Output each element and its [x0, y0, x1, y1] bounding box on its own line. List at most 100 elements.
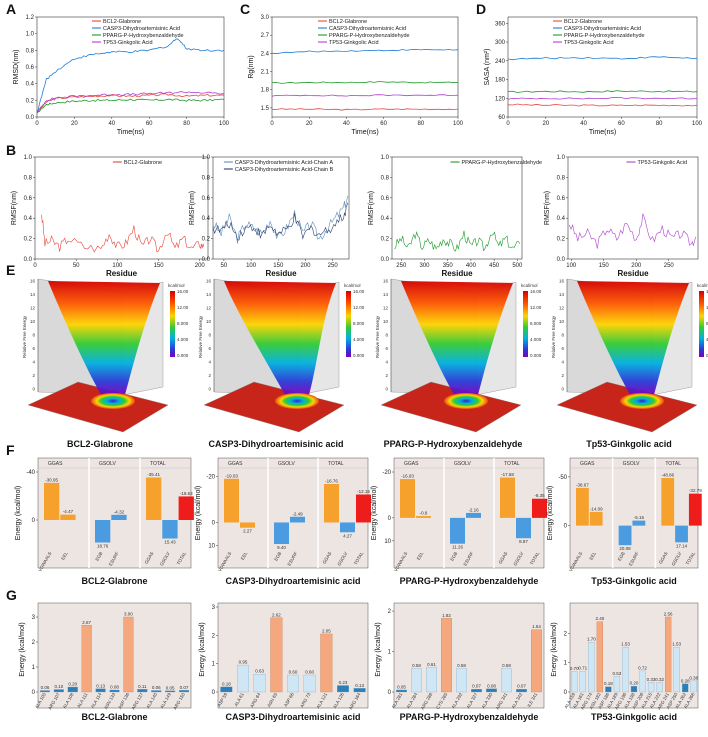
energy-bar-vdwaals — [44, 482, 60, 520]
plot-frame — [507, 16, 698, 118]
energy-bar-ggas — [500, 477, 515, 518]
x-tick-label: 150 — [273, 263, 284, 269]
y-tick-label: 0.8 — [202, 175, 211, 181]
x-tick-label: 60 — [146, 121, 153, 127]
energy-bar-gsolv — [340, 522, 355, 533]
z-tick-label: 16 — [383, 279, 389, 284]
legend-entry: CASP3-Dihydroartemisinic Acid-Chain A — [235, 160, 333, 166]
energy-bar-eel — [60, 514, 76, 520]
residue-value-label: 0.58 — [502, 663, 511, 668]
residue-bar — [656, 682, 663, 693]
plot-background — [393, 457, 545, 569]
rmsf-charts: 0 50 100 150 2000.00.20.40.60.81.0ResidueRMS… — [11, 155, 699, 278]
legend-entry: PPARG-P-Hydroxybenzaldehyde — [564, 33, 645, 39]
y-tick-label: 0.4 — [202, 216, 211, 222]
residue-value-label: 0.08 — [110, 685, 119, 690]
z-tick-label: 16 — [559, 279, 565, 284]
colorbar-tick: 12.00 — [353, 305, 365, 310]
z-tick-label: 8 — [385, 333, 388, 338]
y-tick-label: 1.8 — [261, 88, 270, 94]
colorbar-unit: kcal/mol — [521, 283, 538, 288]
plot-frame — [271, 16, 459, 118]
residue-bar — [579, 671, 586, 693]
y-tick-label: -20 — [382, 470, 391, 476]
group-label: GSOLV — [454, 461, 472, 467]
colorbar-tick: 0.000 — [706, 353, 708, 358]
residue-value-label: 0.06 — [152, 685, 161, 690]
rg-chart: 0 20 40 60 80 100 1.5 1.8 2.1 2.4 2.7 3.0 Time(ns) Rg… — [248, 15, 464, 136]
y-axis-label: RMSD(nm) — [13, 50, 20, 85]
plot-frame — [36, 16, 225, 118]
colorbar — [170, 291, 175, 357]
residue-value-label: 0.20 — [630, 681, 639, 686]
x-tick-label: 20 — [306, 121, 313, 127]
residue-value-label: 0.38 — [689, 675, 698, 680]
colorbar-tick: 16.00 — [177, 289, 189, 294]
colorbar — [346, 291, 351, 357]
z-tick-label: 12 — [206, 306, 212, 311]
chart-title: CASP3-Dihydroartemisinic acid — [225, 576, 360, 586]
z-axis-label: Relative Free Energy — [375, 315, 380, 358]
landscape-title: Tp53-Ginkgolic acid — [586, 439, 672, 449]
y-axis-label: Energy (kcal/mol) — [375, 622, 382, 676]
z-tick-label: 10 — [383, 319, 389, 324]
residue-value-label: 0.71 — [578, 666, 587, 671]
y-tick-label: 0.8 — [557, 175, 566, 181]
z-tick-label: 4 — [385, 360, 388, 365]
colorbar-tick: 12.00 — [177, 305, 189, 310]
residue-bar — [220, 686, 233, 693]
y-tick-label: 0 — [32, 518, 36, 524]
y-tick-label: 1 — [564, 661, 568, 667]
x-tick-label: 200 — [300, 263, 311, 269]
group-label: TOTAL — [150, 461, 166, 467]
residue-value-label: 0.95 — [239, 660, 248, 665]
energy-bar-esurf — [111, 514, 127, 520]
z-tick-label: 12 — [383, 306, 389, 311]
x-tick-label: 60 — [380, 121, 387, 127]
y-tick-label: 0 — [564, 690, 568, 696]
residue-bar — [486, 688, 497, 693]
x-axis-label: Time(ns) — [351, 129, 378, 136]
y-tick-label: 0.2 — [381, 237, 390, 243]
residue-value-label: 2.62 — [272, 612, 281, 617]
colorbar-unit: kcal/mol — [697, 283, 708, 288]
y-tick-label: 0.2 — [202, 237, 211, 243]
residue-bar — [630, 685, 638, 693]
group-label: GGAS — [404, 461, 419, 467]
category-label: GGAS — [322, 551, 333, 565]
y-tick-label: 1.5 — [261, 106, 270, 112]
energy-bar-egb — [450, 517, 465, 544]
residue-bar — [95, 688, 106, 693]
energy-bar-total — [356, 494, 371, 523]
residue-bar — [179, 690, 190, 693]
y-tick-label: 1.0 — [26, 32, 35, 38]
z-tick-label: 0 — [32, 387, 35, 392]
y-tick-label: 0.4 — [26, 82, 35, 88]
z-tick-label: 8 — [32, 333, 35, 338]
z-axis-label: Relative Free Energy — [551, 315, 556, 358]
category-label: GSOLV — [512, 551, 524, 567]
series-line-pparg-p-hydroxybenzaldehyde — [394, 230, 520, 252]
residue-value-label: 0.53 — [613, 671, 622, 676]
series-line-tp53-ginkgolic-acid — [36, 91, 225, 114]
colorbar-tick: 8.000 — [530, 321, 542, 326]
z-tick-label: 2 — [208, 373, 211, 378]
residue-bar — [353, 688, 366, 693]
residue-value-label: 2.56 — [664, 611, 673, 616]
x-tick-label: 20 — [542, 121, 549, 127]
energy-bar-gsolv — [675, 525, 688, 543]
energy-basin — [275, 393, 319, 409]
energy-value-label: 18.76 — [97, 544, 109, 549]
y-tick-label: 0.2 — [24, 237, 33, 243]
z-tick-label: 8 — [561, 333, 564, 338]
y-tick-label: 1 — [388, 650, 392, 656]
category-label: EGB — [273, 551, 282, 562]
legend-entry: CASP3-Dihydroartemisinic Acid — [564, 26, 641, 32]
y-tick-label: 0.2 — [26, 98, 35, 104]
legend-entry: BCL2-Glabrone — [564, 19, 602, 25]
residue-value-label: 0.58 — [412, 663, 421, 668]
x-tick-label: 300 — [419, 263, 430, 269]
